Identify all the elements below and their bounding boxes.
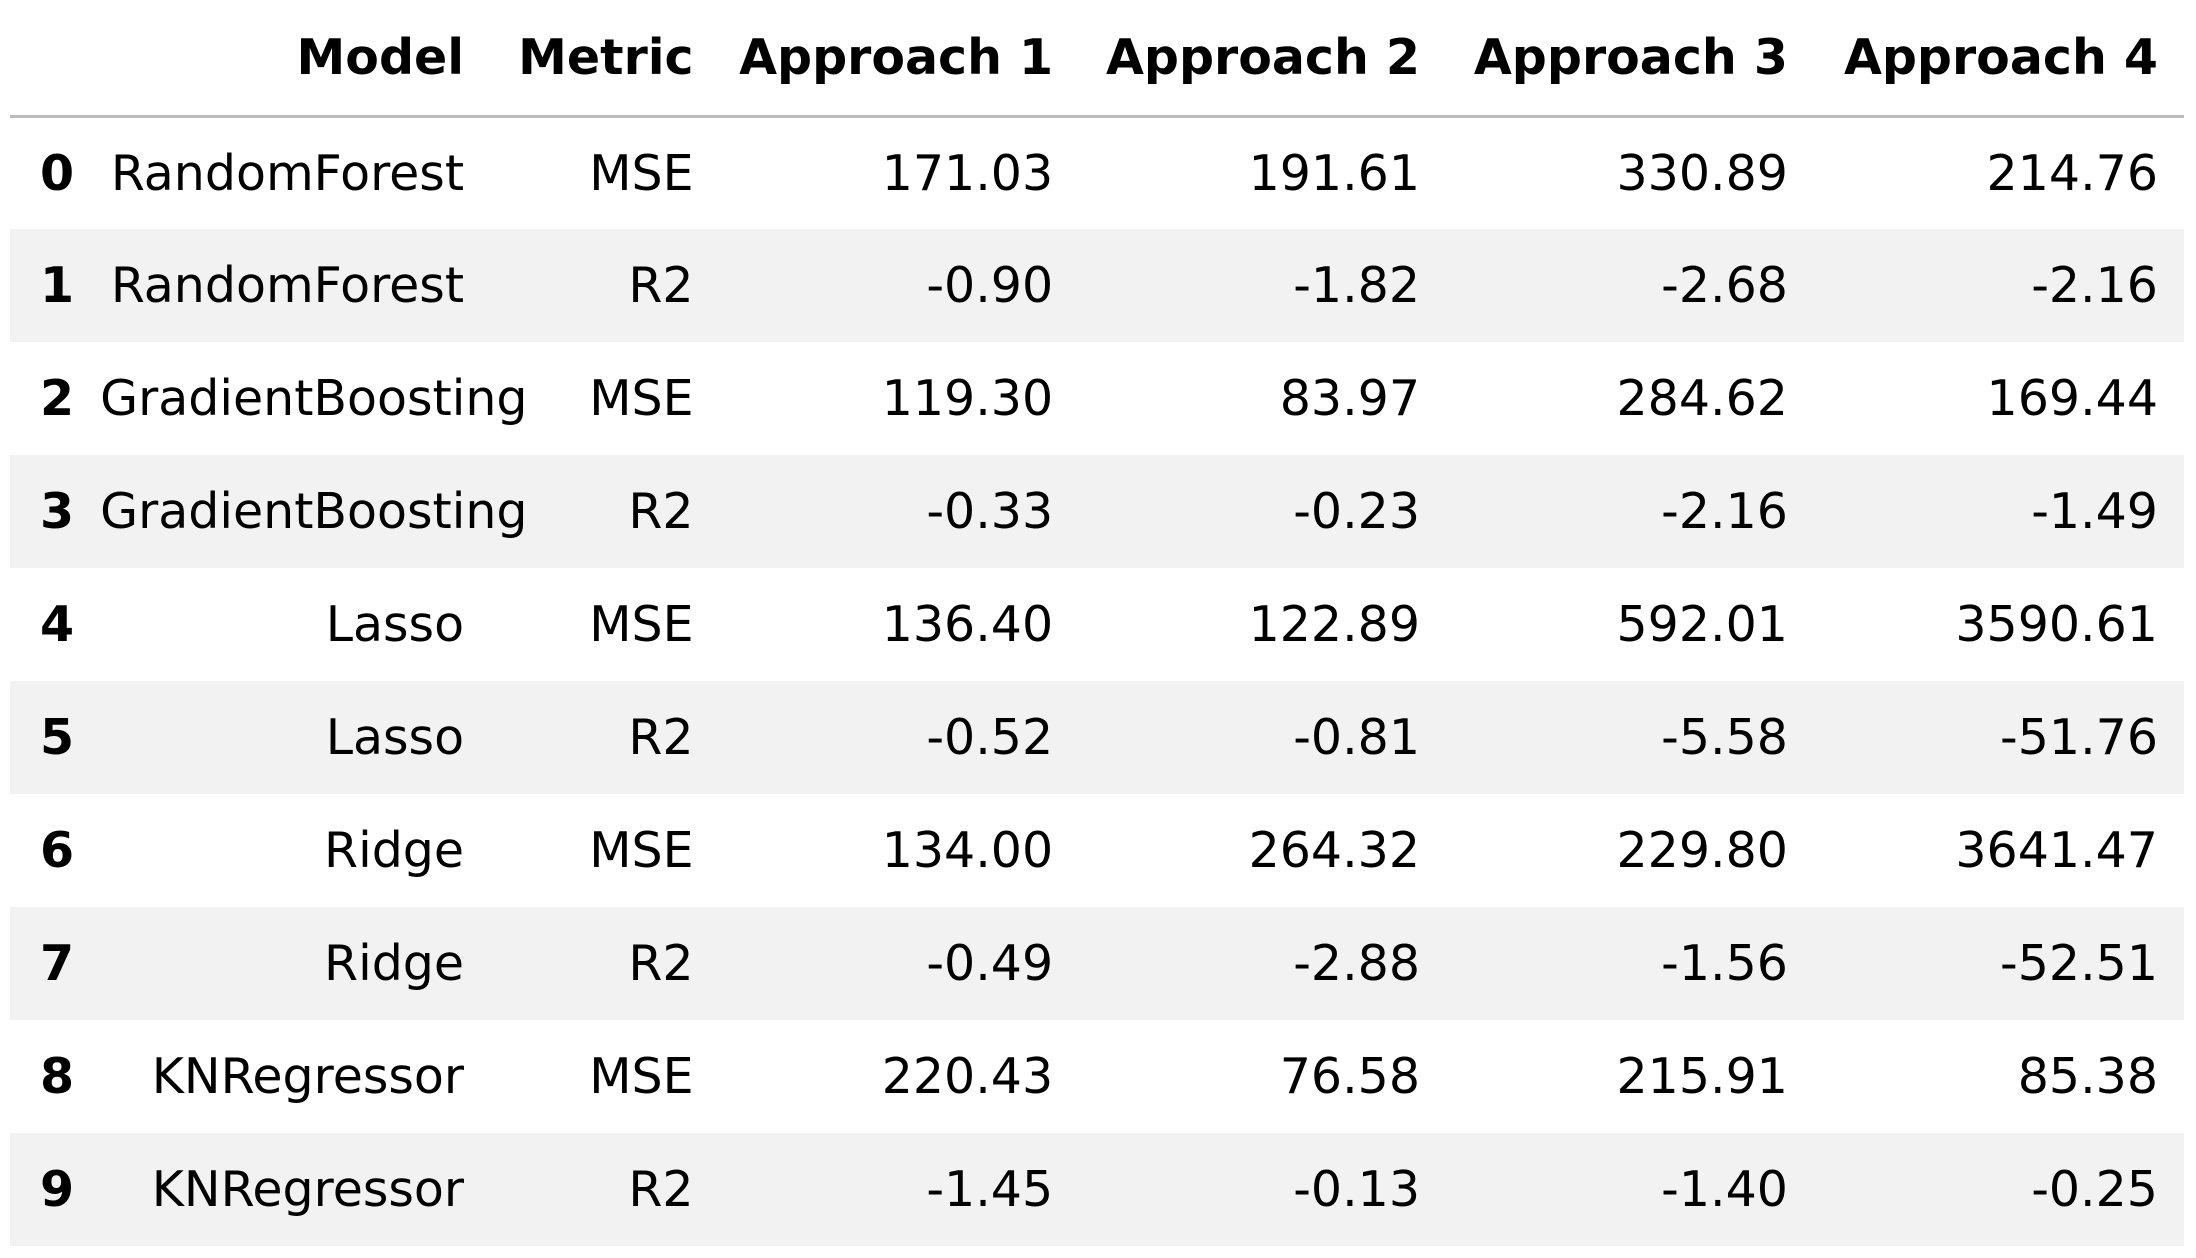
cell-approach-4: 169.44 (1986, 370, 2158, 427)
cell-metric: MSE (589, 596, 694, 653)
cell-approach-1: 171.03 (881, 144, 1054, 202)
cell-approach-3: 592.01 (1616, 596, 1788, 653)
cell-approach-4: 85.38 (2017, 1048, 2158, 1105)
cell-approach-1: -0.90 (926, 257, 1054, 314)
table-row: 6 Ridge MSE 134.00 264.32 229.80 3641.47 (10, 794, 2184, 907)
column-header-metric: Metric (490, 0, 720, 118)
column-header-approach-4: Approach 4 (1813, 0, 2184, 118)
table-row: 0 RandomForest MSE 171.03 191.61 330.89 … (10, 116, 2184, 229)
cell-approach-2: 191.61 (1248, 144, 1421, 202)
table-row: 4 Lasso MSE 136.40 122.89 592.01 3590.61 (10, 568, 2184, 681)
cell-model: Ridge (324, 822, 465, 879)
cell-approach-1: -0.33 (926, 483, 1054, 540)
cell-model: Lasso (325, 709, 465, 766)
cell-metric: MSE (589, 822, 694, 879)
table-row: 3 GradientBoosting R2 -0.33 -0.23 -2.16 … (10, 455, 2184, 568)
cell-approach-4: 3641.47 (1955, 822, 2158, 879)
header-row: Model Metric Approach 1 Approach 2 Appro… (10, 0, 2184, 118)
cell-approach-2: 76.58 (1279, 1048, 1421, 1105)
cell-model: KNRegressor (151, 1161, 465, 1218)
row-index: 6 (40, 822, 75, 879)
cell-metric: R2 (628, 257, 694, 314)
cell-approach-2: -0.23 (1293, 483, 1421, 540)
row-index: 3 (40, 483, 75, 540)
row-index: 2 (40, 370, 75, 427)
cell-approach-4: 214.76 (1986, 144, 2158, 202)
cell-approach-1: -0.52 (926, 709, 1054, 766)
cell-model: GradientBoosting (100, 370, 528, 427)
cell-model: Lasso (325, 596, 465, 653)
cell-metric: R2 (628, 1161, 694, 1218)
dataframe-table: Model Metric Approach 1 Approach 2 Appro… (10, 0, 2184, 1246)
cell-model: GradientBoosting (100, 483, 528, 540)
cell-approach-3: -1.56 (1661, 935, 1788, 992)
column-header-index (10, 0, 101, 118)
row-index: 1 (40, 257, 75, 314)
table-body: 0 RandomForest MSE 171.03 191.61 330.89 … (10, 116, 2184, 1246)
cell-approach-3: -1.40 (1661, 1161, 1788, 1218)
cell-metric: R2 (628, 483, 694, 540)
cell-metric: MSE (589, 1048, 694, 1105)
cell-approach-2: -2.88 (1293, 935, 1421, 992)
table-row: 1 RandomForest R2 -0.90 -1.82 -2.68 -2.1… (10, 229, 2184, 342)
cell-approach-4: -51.76 (2000, 709, 2158, 766)
cell-approach-1: 136.40 (881, 596, 1054, 653)
cell-approach-4: -1.49 (2031, 483, 2158, 540)
cell-approach-3: -5.58 (1661, 709, 1788, 766)
column-header-approach-1: Approach 1 (719, 0, 1080, 118)
table-row: 5 Lasso R2 -0.52 -0.81 -5.58 -51.76 (10, 681, 2184, 794)
row-index: 5 (40, 709, 75, 766)
cell-approach-1: 220.43 (881, 1048, 1054, 1105)
row-index: 0 (40, 144, 75, 202)
column-header-model: Model (100, 0, 491, 118)
row-index: 9 (40, 1161, 75, 1218)
row-index: 7 (40, 935, 75, 992)
cell-approach-3: 229.80 (1616, 822, 1788, 879)
cell-approach-3: 284.62 (1616, 370, 1788, 427)
cell-model: Ridge (324, 935, 465, 992)
cell-approach-4: -2.16 (2031, 257, 2158, 314)
cell-metric: MSE (589, 370, 694, 427)
cell-metric: R2 (628, 935, 694, 992)
cell-metric: MSE (589, 144, 694, 202)
cell-approach-4: -52.51 (2000, 935, 2158, 992)
cell-approach-2: 264.32 (1248, 822, 1421, 879)
cell-approach-1: 119.30 (881, 370, 1054, 427)
cell-approach-3: -2.68 (1661, 257, 1788, 314)
cell-metric: R2 (628, 709, 694, 766)
table-row: 7 Ridge R2 -0.49 -2.88 -1.56 -52.51 (10, 907, 2184, 1020)
column-header-approach-2: Approach 2 (1079, 0, 1447, 118)
cell-approach-2: -1.82 (1293, 257, 1421, 314)
cell-approach-1: -0.49 (926, 935, 1054, 992)
column-header-approach-3: Approach 3 (1446, 0, 1814, 118)
table-row: 8 KNRegressor MSE 220.43 76.58 215.91 85… (10, 1020, 2184, 1133)
cell-model: RandomForest (110, 144, 465, 202)
table-row: 2 GradientBoosting MSE 119.30 83.97 284.… (10, 342, 2184, 455)
row-index: 4 (40, 596, 75, 653)
cell-approach-3: 215.91 (1616, 1048, 1788, 1105)
row-index: 8 (40, 1048, 75, 1105)
cell-approach-1: 134.00 (881, 822, 1054, 879)
cell-approach-3: 330.89 (1616, 144, 1788, 202)
cell-approach-1: -1.45 (926, 1161, 1054, 1218)
table-row: 9 KNRegressor R2 -1.45 -0.13 -1.40 -0.25 (10, 1133, 2184, 1246)
cell-approach-4: 3590.61 (1955, 596, 2158, 653)
cell-approach-2: -0.81 (1293, 709, 1421, 766)
cell-model: KNRegressor (151, 1048, 465, 1105)
cell-approach-4: -0.25 (2031, 1161, 2158, 1218)
cell-approach-2: -0.13 (1293, 1161, 1421, 1218)
cell-approach-2: 83.97 (1279, 370, 1421, 427)
cell-approach-2: 122.89 (1248, 596, 1421, 653)
table-header: Model Metric Approach 1 Approach 2 Appro… (10, 0, 2184, 118)
cell-model: RandomForest (110, 257, 465, 314)
cell-approach-3: -2.16 (1661, 483, 1788, 540)
